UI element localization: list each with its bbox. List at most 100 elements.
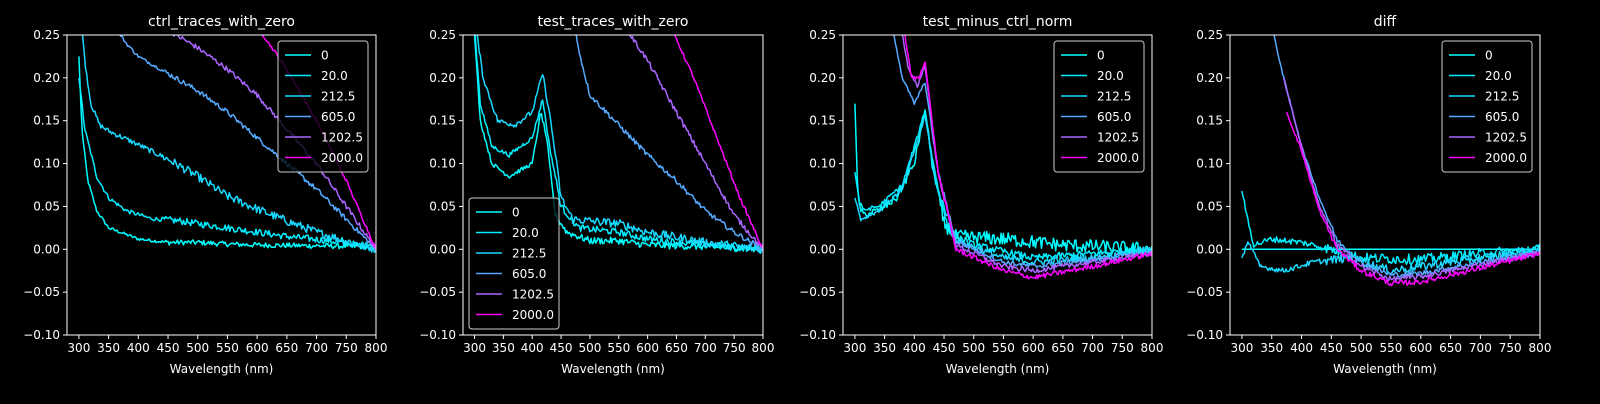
- legend-label: 2000.0: [512, 308, 554, 322]
- legend-label: 212.5: [1485, 90, 1519, 104]
- x-tick-label: 650: [1051, 341, 1074, 355]
- x-tick-label: 700: [305, 341, 328, 355]
- chart-title: test_minus_ctrl_norm: [923, 14, 1073, 30]
- x-tick-label: 450: [550, 341, 573, 355]
- x-tick-label: 400: [1290, 341, 1313, 355]
- chart-panel-2: 300 350 400 450 500 550 600 650 700 750 800 −0.10 −0…: [419, 14, 774, 376]
- series-group: [1241, 35, 1540, 287]
- series-line-212-5: [854, 115, 1152, 265]
- x-tick-label: 750: [1111, 341, 1134, 355]
- y-tick-label: 0.00: [1196, 242, 1223, 256]
- y-tick-label: 0.20: [809, 71, 836, 85]
- series-line-212-5: [476, 35, 763, 254]
- y-tick-label: 0.00: [429, 242, 456, 256]
- series-line-0: [78, 56, 376, 250]
- series-line-20-0: [78, 77, 376, 252]
- x-axis-label: Wavelength (nm): [1333, 362, 1437, 376]
- x-tick-label: 500: [186, 341, 209, 355]
- legend-label: 605.0: [321, 110, 355, 124]
- series-line-212-5: [1241, 241, 1540, 275]
- x-tick-label: 550: [607, 341, 630, 355]
- legend-box: [468, 197, 560, 330]
- legend-label: 605.0: [1097, 110, 1131, 124]
- y-tick-label: 0.25: [809, 28, 836, 42]
- x-tick-label: 500: [578, 341, 601, 355]
- chart-panel-4: 300 350 400 450 500 550 600 650 700 750 800 −0.10 −0…: [1186, 14, 1551, 376]
- y-tick-label: −0.05: [23, 285, 60, 299]
- legend-label: 20.0: [1485, 69, 1512, 83]
- legend-label: 20.0: [321, 69, 348, 83]
- x-tick-label: 700: [1081, 341, 1104, 355]
- x-tick-label: 800: [1141, 341, 1164, 355]
- series-line-1202-5: [170, 35, 376, 248]
- x-tick-label: 350: [1260, 341, 1283, 355]
- y-tick-label: 0.05: [429, 199, 456, 213]
- x-tick-label: 800: [752, 341, 775, 355]
- series-line-2000-0: [904, 35, 1152, 280]
- legend-label: 212.5: [1097, 90, 1131, 104]
- chart-title: ctrl_traces_with_zero: [148, 14, 295, 30]
- legend-label: 2000.0: [321, 151, 363, 165]
- legend: 0 20.0 212.5 605.0 1202.5 2000.0: [1441, 40, 1533, 173]
- y-tick-label: 0.00: [33, 242, 60, 256]
- x-tick-label: 450: [1320, 341, 1343, 355]
- series-line-1202-5: [628, 35, 763, 252]
- x-tick-label: 500: [962, 341, 985, 355]
- chart-title: test_traces_with_zero: [538, 14, 689, 30]
- legend-label: 1202.5: [321, 131, 363, 145]
- x-tick-label: 600: [1022, 341, 1045, 355]
- legend-label: 1202.5: [1485, 131, 1527, 145]
- legend-label: 20.0: [512, 226, 539, 240]
- x-tick-label: 550: [1380, 341, 1403, 355]
- x-tick-label: 400: [127, 341, 150, 355]
- y-tick-label: 0.10: [429, 157, 456, 171]
- x-tick-label: 350: [492, 341, 515, 355]
- axes-frame: [66, 34, 377, 336]
- x-tick-label: 400: [521, 341, 544, 355]
- chart-panel-3: 300 350 400 450 500 550 600 650 700 750 800 −0.10 −0…: [799, 14, 1163, 376]
- legend: 0 20.0 212.5 605.0 1202.5 2000.0: [277, 40, 369, 173]
- legend: 0 20.0 212.5 605.0 1202.5 2000.0: [468, 197, 560, 330]
- y-tick-label: 0.15: [809, 114, 836, 128]
- legend-label: 2000.0: [1097, 151, 1139, 165]
- x-tick-label: 550: [992, 341, 1015, 355]
- x-tick-label: 550: [216, 341, 239, 355]
- legend-label: 212.5: [321, 90, 355, 104]
- x-tick-label: 300: [463, 341, 486, 355]
- x-axis-label: Wavelength (nm): [561, 362, 665, 376]
- x-tick-label: 750: [335, 341, 358, 355]
- y-tick-label: 0.05: [809, 199, 836, 213]
- legend-label: 212.5: [512, 247, 546, 261]
- series-line-20-0: [854, 112, 1152, 261]
- x-tick-label: 600: [246, 341, 269, 355]
- x-axis-label: Wavelength (nm): [170, 362, 274, 376]
- x-tick-label: 300: [1230, 341, 1253, 355]
- x-tick-label: 650: [665, 341, 688, 355]
- legend-label: 20.0: [1097, 69, 1124, 83]
- legend-box: [1441, 40, 1533, 173]
- x-tick-label: 600: [636, 341, 659, 355]
- y-tick-label: 0.05: [33, 199, 60, 213]
- axes-frame: [462, 34, 764, 336]
- x-tick-label: 700: [1469, 341, 1492, 355]
- y-tick-label: −0.10: [23, 328, 60, 342]
- x-tick-label: 400: [903, 341, 926, 355]
- y-tick-label: −0.10: [1186, 328, 1223, 342]
- x-tick-label: 650: [1439, 341, 1462, 355]
- legend-label: 0: [1485, 49, 1493, 63]
- x-tick-label: 750: [723, 341, 746, 355]
- x-tick-label: 500: [1350, 341, 1373, 355]
- legend-label: 1202.5: [1097, 131, 1139, 145]
- legend-box: [1053, 40, 1145, 173]
- x-tick-label: 800: [365, 341, 388, 355]
- y-tick-label: 0.15: [33, 114, 60, 128]
- y-tick-label: 0.25: [429, 28, 456, 42]
- y-tick-label: 0.20: [33, 71, 60, 85]
- y-tick-label: 0.05: [1196, 199, 1223, 213]
- y-tick-label: 0.20: [1196, 71, 1223, 85]
- x-tick-label: 350: [97, 341, 120, 355]
- y-tick-label: −0.10: [799, 328, 836, 342]
- y-tick-label: 0.25: [1196, 28, 1223, 42]
